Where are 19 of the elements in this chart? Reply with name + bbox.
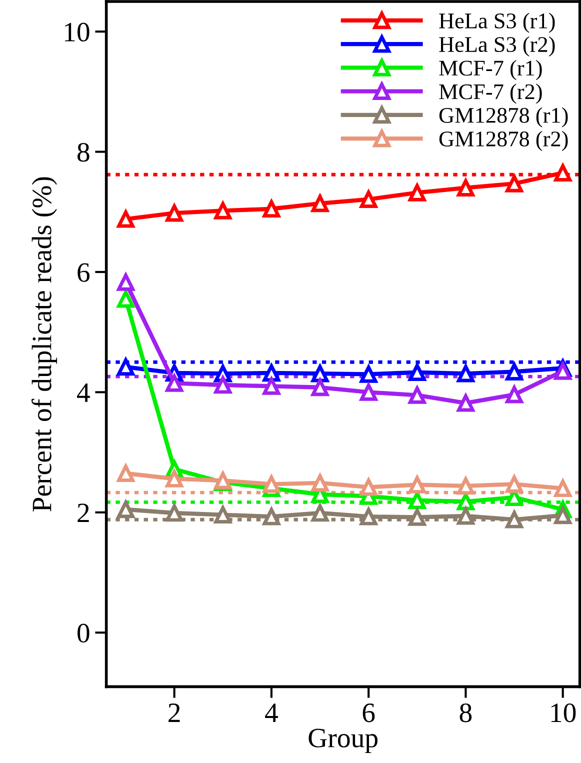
legend-label: GM12878 (r1) xyxy=(439,107,568,128)
x-tick-label: 4 xyxy=(265,704,278,722)
y-tick-label: 8 xyxy=(78,142,90,162)
y-tick-label: 0 xyxy=(78,624,90,643)
x-axis-title: Group xyxy=(308,728,378,754)
y-tick-label: 6 xyxy=(78,263,90,282)
legend-label: GM12878 (r2) xyxy=(439,130,568,152)
x-tick-label: 8 xyxy=(460,703,472,722)
legend-label: HeLa S3 (r1) xyxy=(439,12,555,33)
x-tick-label: 6 xyxy=(362,704,375,722)
y-axis-title: Percent of duplicate reads (%) xyxy=(32,177,58,512)
y-tick-label: 2 xyxy=(78,504,89,522)
legend-label: MCF-7 (r2) xyxy=(439,84,542,104)
legend-label: HeLa S3 (r2) xyxy=(439,36,555,57)
x-tick-label: 10 xyxy=(551,703,576,722)
legend-label: MCF-7 (r1) xyxy=(439,60,542,80)
y-tick-label: 4 xyxy=(77,384,90,402)
x-tick-label: 2 xyxy=(168,704,180,722)
y-tick-label: 10 xyxy=(65,22,90,42)
